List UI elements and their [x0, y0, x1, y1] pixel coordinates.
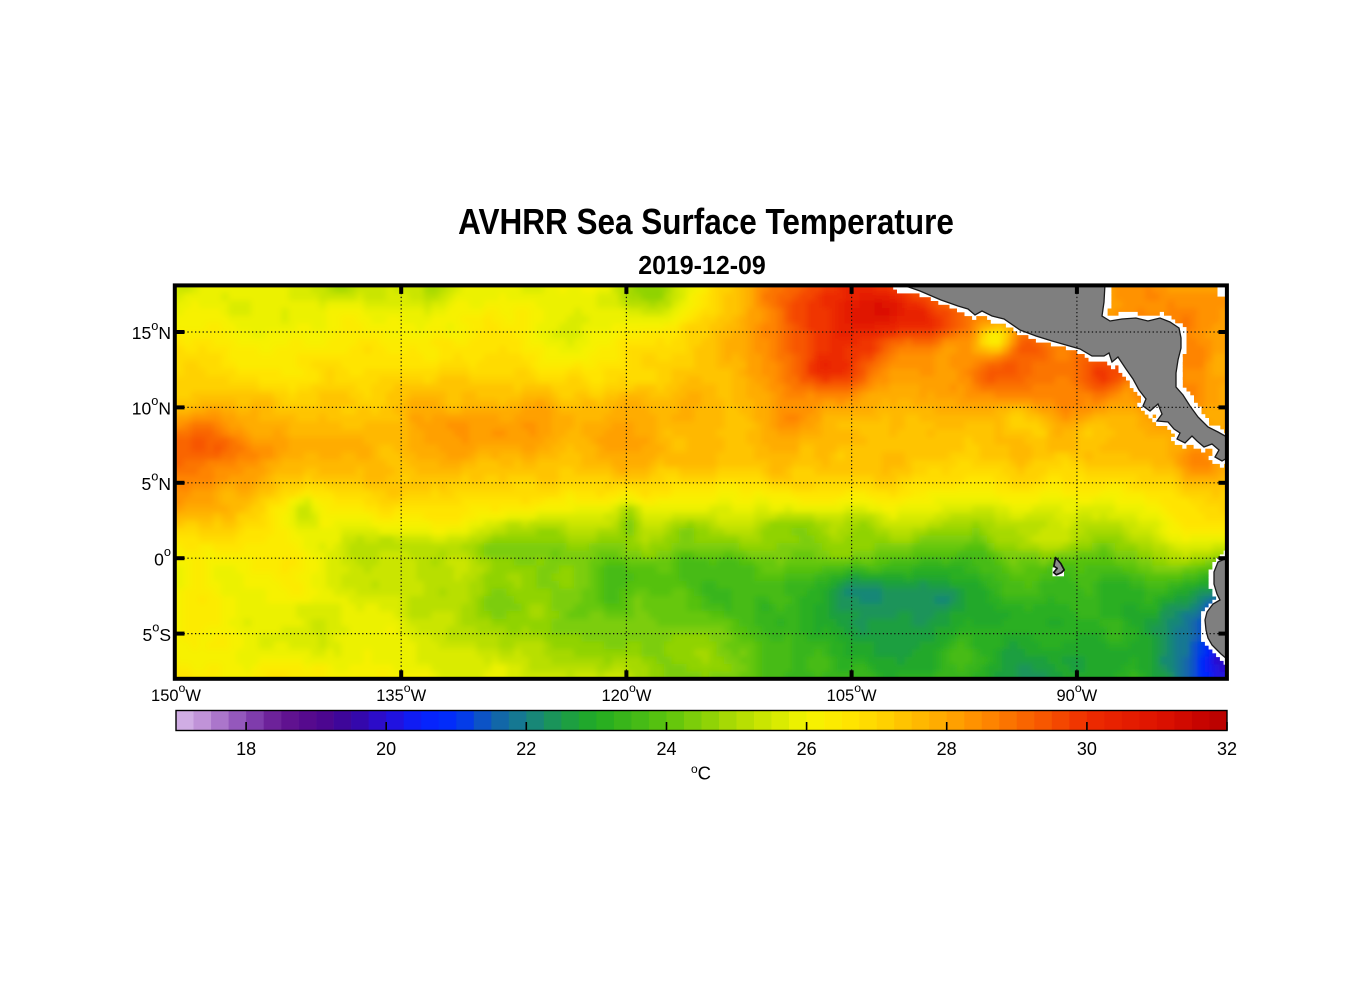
- svg-text:18: 18: [236, 739, 256, 759]
- svg-text:24: 24: [656, 739, 676, 759]
- svg-text:AVHRR Sea Surface Temperature: AVHRR Sea Surface Temperature: [458, 202, 954, 242]
- svg-text:26: 26: [797, 739, 817, 759]
- svg-text:28: 28: [937, 739, 957, 759]
- svg-text:32: 32: [1217, 739, 1237, 759]
- svg-text:2019-12-09: 2019-12-09: [638, 252, 766, 281]
- svg-text:20: 20: [376, 739, 396, 759]
- svg-text:22: 22: [516, 739, 536, 759]
- svg-text:30: 30: [1077, 739, 1097, 759]
- svg-text:oC: oC: [691, 762, 711, 784]
